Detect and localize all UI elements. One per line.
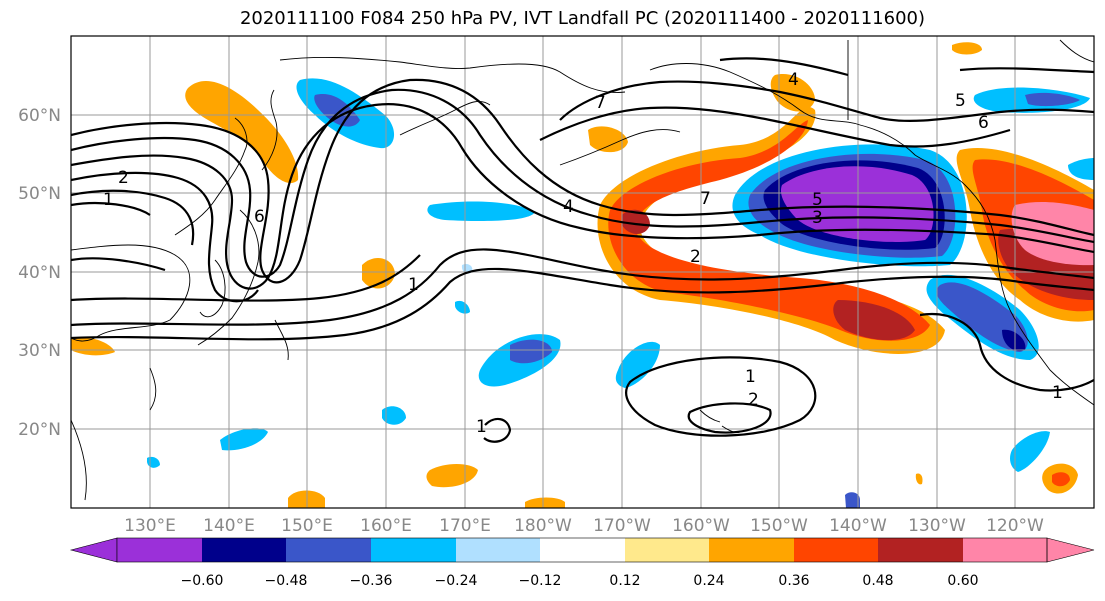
negative-anomaly-region	[427, 201, 535, 222]
map-title: 2020111100 F084 250 hPa PV, IVT Landfall…	[239, 8, 926, 29]
coastlines	[71, 39, 1094, 501]
negative-anomaly-region	[147, 456, 160, 468]
contour-label: 1	[103, 190, 114, 210]
contour-label: 4	[563, 197, 574, 217]
lon-label: 150°E	[281, 516, 333, 536]
negative-anomaly-core	[780, 166, 934, 242]
positive-anomaly-region	[71, 337, 115, 356]
colorbar-tick-label: −0.48	[265, 573, 308, 589]
negative-anomaly-region	[615, 341, 660, 388]
lon-label: 130°E	[124, 516, 176, 536]
colorbar-segment	[371, 538, 456, 562]
positive-anomaly-core	[1052, 472, 1070, 487]
colorbar-tick-label: −0.12	[519, 573, 562, 589]
contour-label: 6	[978, 113, 989, 133]
colorbar-segment	[540, 538, 625, 562]
negative-anomaly-core	[1002, 329, 1026, 352]
lon-label: 120°W	[986, 516, 1044, 536]
contour-label: 5	[812, 190, 823, 210]
colorbar-tick-label: 0.36	[778, 573, 809, 589]
positive-anomaly-region	[915, 473, 923, 485]
latitude-labels: 60°N 50°N 40°N 30°N 20°N	[18, 106, 61, 440]
contour-label: 1	[1052, 383, 1063, 403]
lon-label: 140°W	[829, 516, 887, 536]
colorbar-segment	[202, 538, 286, 562]
colorbar-segment	[456, 538, 540, 562]
colorbar-tick-label: 0.60	[947, 573, 978, 589]
lon-label: 140°E	[203, 516, 255, 536]
colorbar-segment	[878, 538, 963, 562]
positive-anomaly-region	[952, 42, 982, 55]
colorbar-min-arrow	[69, 537, 118, 563]
positive-anomaly-region	[608, 120, 930, 341]
contour-label: 4	[788, 70, 799, 90]
positive-anomaly-region	[525, 497, 565, 508]
negative-anomaly-region	[382, 406, 406, 425]
colorbar-tick-label: 0.24	[693, 573, 724, 589]
colorbar-frame	[116, 537, 1048, 563]
lon-label: 150°W	[750, 516, 808, 536]
positive-anomaly-region	[770, 74, 815, 112]
contour-label: 2	[118, 168, 129, 188]
contour-label: 2	[690, 247, 701, 267]
contour-label: 5	[955, 91, 966, 111]
lat-label: 40°N	[18, 263, 61, 283]
positive-anomaly-core	[622, 209, 650, 235]
lon-label: 180°W	[514, 516, 572, 536]
negative-anomaly-region	[314, 94, 360, 127]
contour-labels: 2 1 6 7 4 5 6 4 7 5 3 2 1 1 2 1 1	[103, 70, 1063, 437]
negative-anomaly-region	[510, 339, 552, 364]
colorbar-segment	[625, 538, 709, 562]
lon-label: 130°W	[908, 516, 966, 536]
lat-label: 20°N	[18, 420, 61, 440]
colorbar-tick-label: −0.60	[181, 573, 224, 589]
graticule	[71, 36, 1094, 508]
pv-anomaly-fills	[71, 42, 1094, 508]
negative-anomaly-region	[1068, 158, 1094, 180]
lat-label: 30°N	[18, 341, 61, 361]
colorbar-segment	[117, 538, 202, 562]
contour-label: 1	[476, 417, 487, 437]
colorbar-tick-label: −0.24	[435, 573, 478, 589]
map-frame	[70, 35, 1095, 509]
lon-label: 170°E	[439, 516, 491, 536]
colorbar-segment	[963, 538, 1047, 562]
positive-anomaly-region	[588, 126, 628, 153]
negative-anomaly-region	[220, 428, 268, 451]
contour-label: 7	[700, 189, 711, 209]
negative-anomaly-region	[1025, 92, 1080, 107]
contour-label: 3	[812, 208, 823, 228]
pv-contours	[71, 57, 1094, 443]
lat-label: 60°N	[18, 106, 61, 126]
negative-anomaly-region	[1010, 431, 1050, 472]
lon-label: 170°W	[593, 516, 651, 536]
contour-label: 1	[745, 367, 756, 387]
colorbar-ticks: −0.60 −0.48 −0.36 −0.24 −0.12 0.12 0.24 …	[181, 573, 979, 589]
colorbar-tick-label: 0.12	[609, 573, 640, 589]
positive-anomaly-region	[426, 464, 478, 488]
colorbar-segment	[794, 538, 878, 562]
colorbar-tick-label: −0.36	[350, 573, 393, 589]
negative-anomaly-region	[455, 300, 470, 314]
longitude-labels: 130°E 140°E 150°E 160°E 170°E 180°W 170°…	[124, 516, 1044, 536]
positive-anomaly-core	[833, 300, 915, 341]
contour-label: 2	[748, 390, 759, 410]
colorbar	[69, 537, 1095, 563]
lat-label: 50°N	[18, 184, 61, 204]
contour-label: 6	[254, 207, 265, 227]
negative-anomaly-region	[845, 492, 860, 508]
colorbar-max-arrow	[1046, 537, 1095, 563]
colorbar-segment	[286, 538, 371, 562]
lon-label: 160°E	[360, 516, 412, 536]
contour-label: 7	[595, 93, 606, 113]
lon-label: 160°W	[672, 516, 730, 536]
contour-label: 1	[408, 275, 419, 295]
colorbar-segment	[709, 538, 794, 562]
colorbar-tick-label: 0.48	[862, 573, 893, 589]
